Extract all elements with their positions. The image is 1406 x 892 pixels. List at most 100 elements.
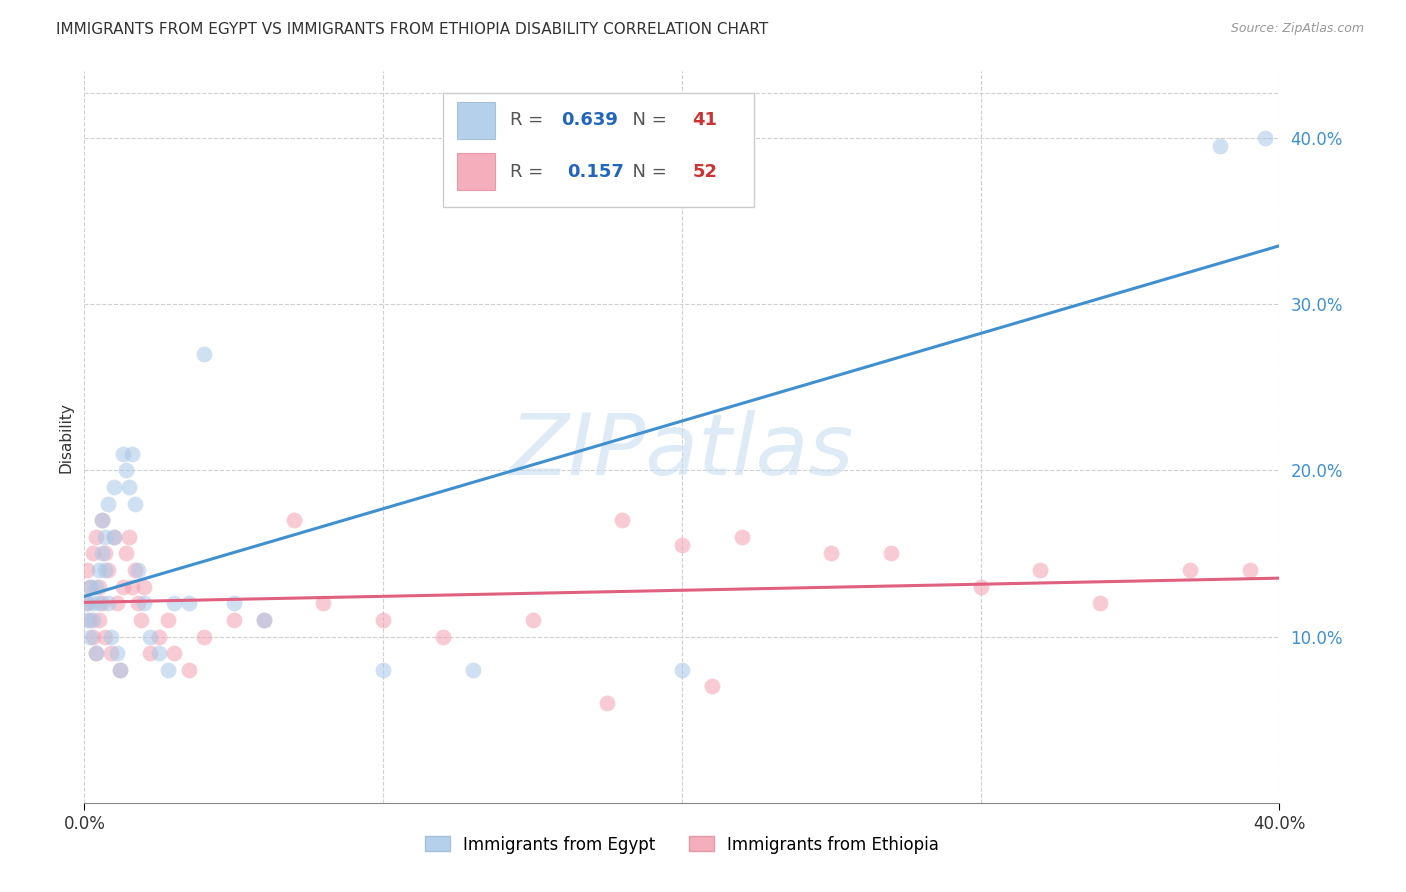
Point [163,596,186,610]
Point [432,630,454,644]
Point [1239,563,1261,577]
Point [76,596,98,610]
Point [127,596,149,610]
Text: 0.639: 0.639 [561,112,619,129]
Point [115,546,138,560]
Point [132,596,156,610]
Point [121,447,143,461]
Point [373,613,395,627]
Point [82,596,104,610]
Y-axis label: Disability: Disability [58,401,73,473]
Point [100,630,122,644]
Text: R =: R = [510,162,554,180]
Point [612,513,634,527]
Point [118,530,141,544]
Point [970,580,993,594]
Point [253,613,276,627]
Point [82,630,104,644]
Point [89,613,111,627]
Point [91,546,114,560]
Point [110,663,132,677]
Point [129,613,152,627]
Point [79,630,101,644]
Point [110,663,132,677]
Point [94,630,117,644]
Point [100,646,122,660]
Point [1029,563,1052,577]
Point [124,497,146,511]
Point [461,663,484,677]
Point [103,480,125,494]
Point [1090,596,1112,610]
Point [283,513,305,527]
Text: 41: 41 [693,112,717,129]
Point [312,596,335,610]
Point [89,596,111,610]
Point [79,613,101,627]
Point [132,580,156,594]
Point [89,580,111,594]
Point [1209,139,1232,153]
Point [193,630,215,644]
Point [82,546,104,560]
Point [94,546,117,560]
Point [373,663,395,677]
Point [177,663,200,677]
Point [671,663,693,677]
Point [118,480,141,494]
Point [124,563,146,577]
Point [86,646,108,660]
Point [89,563,111,577]
Point [112,447,135,461]
Text: IMMIGRANTS FROM EGYPT VS IMMIGRANTS FROM ETHIOPIA DISABILITY CORRELATION CHART: IMMIGRANTS FROM EGYPT VS IMMIGRANTS FROM… [56,22,769,37]
Text: 52: 52 [693,162,717,180]
Point [76,613,98,627]
Point [94,530,117,544]
Text: R =: R = [510,112,548,129]
Point [86,646,108,660]
Point [79,580,101,594]
Text: Source: ZipAtlas.com: Source: ZipAtlas.com [1230,22,1364,36]
Point [148,630,170,644]
Point [1253,131,1275,145]
Point [596,696,619,710]
Point [97,596,120,610]
Point [731,530,754,544]
Text: N =: N = [621,162,672,180]
Point [157,663,180,677]
Point [115,463,138,477]
Point [163,646,186,660]
Point [139,646,162,660]
Point [86,580,108,594]
Point [880,546,903,560]
Point [94,563,117,577]
Point [127,563,149,577]
Point [1178,563,1201,577]
Point [671,538,693,552]
Point [139,630,162,644]
Point [91,513,114,527]
Legend: Immigrants from Egypt, Immigrants from Ethiopia: Immigrants from Egypt, Immigrants from E… [418,829,946,860]
Point [86,530,108,544]
Point [222,596,245,610]
Point [253,613,276,627]
FancyBboxPatch shape [457,153,495,190]
Point [82,613,104,627]
Text: N =: N = [621,112,672,129]
Point [103,530,125,544]
Point [177,596,200,610]
Point [700,680,723,694]
Point [193,347,215,361]
FancyBboxPatch shape [443,94,754,207]
Point [76,596,98,610]
Point [105,596,128,610]
Point [103,530,125,544]
Point [97,497,120,511]
Point [222,613,245,627]
Point [121,580,143,594]
Point [522,613,544,627]
Point [91,513,114,527]
Text: 0.157: 0.157 [567,162,624,180]
Point [157,613,180,627]
Point [820,546,842,560]
